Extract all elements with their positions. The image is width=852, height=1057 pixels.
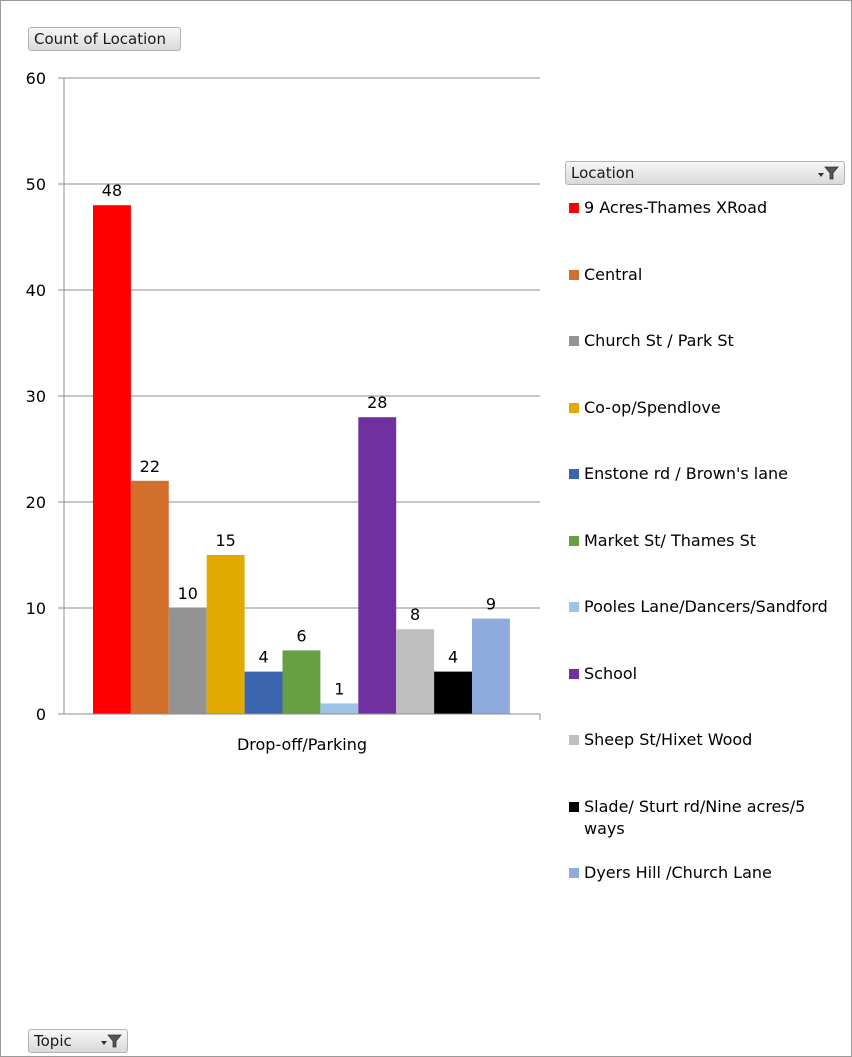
legend-swatch [569, 802, 579, 812]
y-tick-label: 60 [26, 69, 46, 88]
legend-item[interactable]: Church St / Park St [569, 330, 844, 352]
legend-label: Pooles Lane/Dancers/Sandford [584, 597, 828, 616]
y-tick-label: 50 [26, 175, 46, 194]
legend-swatch [569, 469, 579, 479]
axis-field-button[interactable]: Topic [28, 1029, 128, 1053]
legend-item[interactable]: School [569, 663, 844, 685]
data-label: 9 [486, 595, 496, 614]
legend-label: Market St/ Thames St [584, 531, 756, 550]
legend-swatch [569, 669, 579, 679]
legend-label: Sheep St/Hixet Wood [584, 730, 753, 749]
legend-item[interactable]: Dyers Hill /Church Lane [569, 862, 844, 884]
bar[interactable] [206, 555, 245, 714]
legend-swatch [569, 735, 579, 745]
data-labels: 48 22 10 15 4 6 1 28 8 4 9 [102, 181, 496, 698]
legend-item[interactable]: Sheep St/Hixet Wood [569, 729, 844, 751]
legend-swatch [569, 536, 579, 546]
legend-label: Central [584, 265, 643, 284]
bars [93, 205, 510, 714]
legend-swatch [569, 403, 579, 413]
data-label: 1 [334, 679, 344, 698]
y-tick-label: 30 [26, 387, 46, 406]
legend-item[interactable]: Central [569, 264, 844, 286]
values-field-button[interactable]: Count of Location [28, 27, 181, 51]
data-label: 6 [296, 626, 306, 645]
legend-item[interactable]: 9 Acres-Thames XRoad [569, 197, 844, 219]
data-label: 4 [448, 648, 458, 667]
legend-label: Enstone rd / Brown's lane [584, 464, 789, 483]
legend-item[interactable]: Pooles Lane/Dancers/Sandford [569, 596, 844, 618]
bar[interactable] [472, 618, 510, 714]
filter-dropdown-icon[interactable] [817, 165, 839, 181]
y-tick-label: 0 [36, 705, 46, 724]
legend-field-button[interactable]: Location [565, 161, 845, 185]
legend-swatch [569, 336, 579, 346]
bar[interactable] [168, 608, 207, 714]
data-label: 22 [140, 457, 160, 476]
axis-field-label: Topic [34, 1032, 72, 1050]
legend-item[interactable]: Market St/ Thames St [569, 530, 844, 552]
legend-swatch [569, 270, 579, 280]
legend-label: Co-op/Spendlove [584, 398, 721, 417]
legend-item[interactable]: Enstone rd / Brown's lane [569, 463, 844, 485]
data-label: 48 [102, 181, 122, 200]
legend-label: Slade/ Sturt rd/Nine acres/5 ways [584, 797, 806, 838]
values-field-label: Count of Location [34, 30, 166, 48]
bar[interactable] [396, 629, 435, 714]
legend-label: School [584, 664, 638, 683]
legend-swatch [569, 868, 579, 878]
data-label: 15 [215, 531, 235, 550]
legend-swatch [569, 203, 579, 213]
bar[interactable] [282, 650, 321, 714]
y-tick-label: 40 [26, 281, 46, 300]
y-tick-label: 10 [26, 599, 46, 618]
legend-field-label: Location [571, 164, 635, 182]
legend-item[interactable]: Co-op/Spendlove [569, 397, 844, 419]
data-label: 28 [367, 393, 387, 412]
data-label: 4 [258, 648, 268, 667]
legend-item[interactable]: Slade/ Sturt rd/Nine acres/5 ways [569, 796, 844, 840]
bar[interactable] [358, 417, 397, 714]
x-category-label: Drop-off/Parking [237, 735, 367, 754]
data-label: 8 [410, 605, 420, 624]
data-label: 10 [178, 584, 198, 603]
legend-label: 9 Acres-Thames XRoad [584, 198, 768, 217]
bar[interactable] [244, 671, 283, 714]
bar[interactable] [434, 671, 472, 714]
y-tick-label: 20 [26, 493, 46, 512]
legend-label: Dyers Hill /Church Lane [584, 863, 772, 882]
filter-dropdown-icon[interactable] [100, 1033, 122, 1049]
bar[interactable] [320, 703, 359, 714]
legend-label: Church St / Park St [584, 331, 734, 350]
y-tick-labels: 0 10 20 30 40 50 60 [26, 69, 46, 724]
bar[interactable] [130, 480, 169, 714]
legend-swatch [569, 602, 579, 612]
bar[interactable] [93, 205, 131, 714]
axes [58, 77, 541, 720]
